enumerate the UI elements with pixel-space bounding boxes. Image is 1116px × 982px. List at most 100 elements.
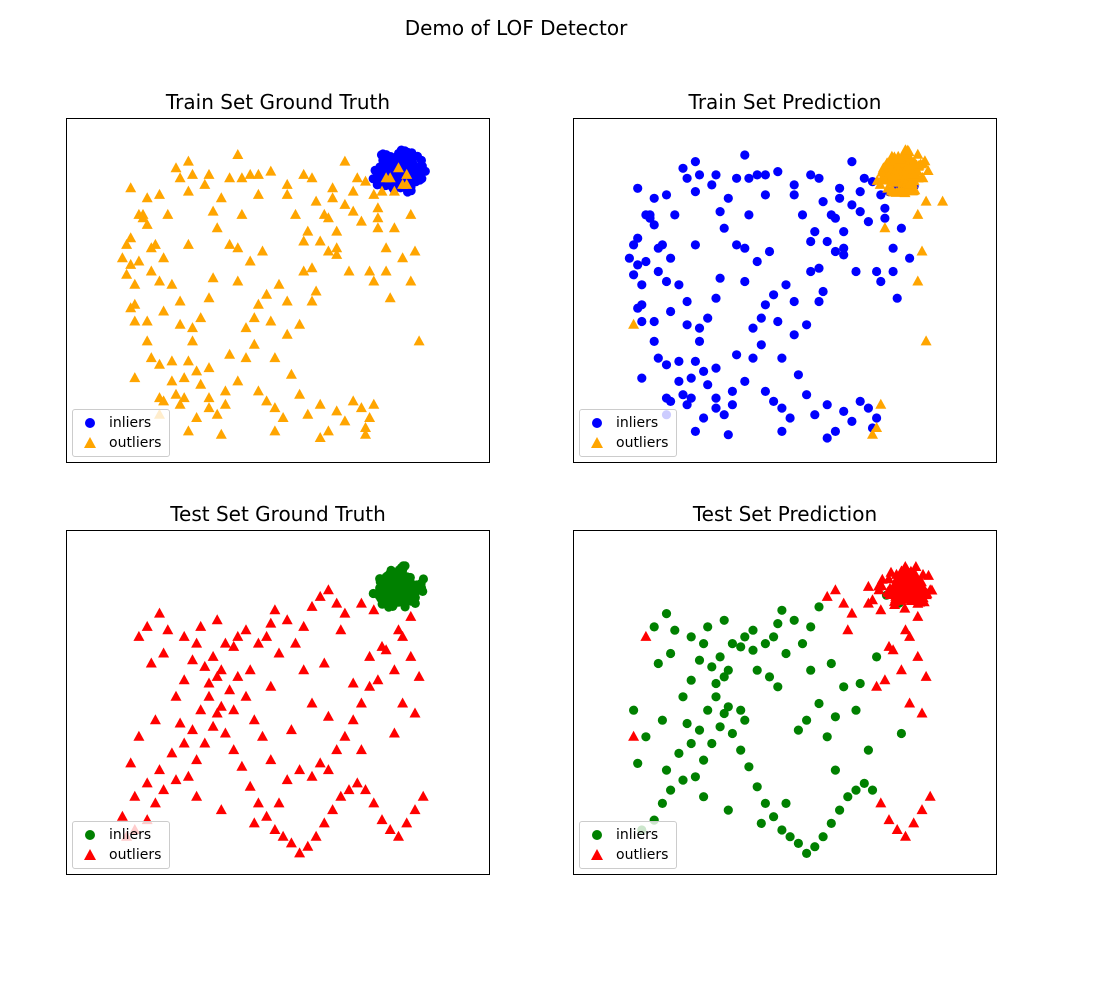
outlier-point xyxy=(187,322,198,333)
circle-marker-icon xyxy=(592,418,602,428)
inlier-point xyxy=(678,775,688,785)
inlier-point xyxy=(399,578,409,588)
panel-train-ground-truth: Train Set Ground Truth inliers outliers xyxy=(66,90,490,463)
outlier-point xyxy=(393,624,404,635)
inlier-point xyxy=(872,413,882,423)
triangle-marker-icon xyxy=(84,849,96,860)
outlier-point xyxy=(244,780,256,791)
outlier-point xyxy=(920,670,932,681)
inlier-point xyxy=(670,210,680,220)
inlier-point xyxy=(748,323,758,333)
inlier-point xyxy=(637,373,647,383)
outlier-point xyxy=(875,797,887,808)
outlier-point xyxy=(331,225,343,236)
circle-marker-icon xyxy=(85,830,95,840)
inlier-point xyxy=(896,223,906,233)
outlier-point xyxy=(252,298,264,309)
outlier-point xyxy=(281,328,293,339)
outlier-point xyxy=(191,790,203,801)
inlier-point xyxy=(760,170,770,180)
outlier-point xyxy=(912,610,924,621)
inlier-point xyxy=(793,725,803,735)
inlier-point xyxy=(690,187,700,197)
inlier-point xyxy=(851,705,861,715)
outlier-point xyxy=(265,617,277,628)
outlier-point xyxy=(355,597,367,608)
outlier-point xyxy=(842,624,854,635)
inlier-point xyxy=(661,190,672,200)
inlier-point xyxy=(744,210,754,220)
outlier-point xyxy=(364,412,376,422)
inlier-point xyxy=(835,805,845,815)
outlier-point xyxy=(347,205,359,216)
outlier-point xyxy=(281,188,293,199)
inlier-point xyxy=(732,350,742,360)
outlier-point xyxy=(355,697,367,708)
outlier-point xyxy=(149,714,161,725)
outlier-point xyxy=(269,824,281,834)
inlier-point xyxy=(690,426,700,436)
outlier-point xyxy=(219,637,231,648)
outlier-point xyxy=(129,315,141,326)
inlier-point xyxy=(892,293,902,303)
outlier-point xyxy=(252,188,264,199)
outlier-point xyxy=(170,162,182,173)
outlier-point xyxy=(360,428,371,439)
outlier-point xyxy=(372,202,384,213)
outlier-point xyxy=(125,757,137,768)
outlier-point xyxy=(347,714,359,725)
inlier-point xyxy=(653,353,663,363)
outlier-point xyxy=(269,425,281,436)
outlier-point xyxy=(351,777,363,788)
outlier-point xyxy=(129,278,141,289)
plot-area xyxy=(66,118,490,463)
inlier-point xyxy=(682,173,692,183)
outlier-point xyxy=(265,754,277,765)
outlier-point xyxy=(883,814,895,825)
outlier-point xyxy=(900,169,912,179)
inlier-point xyxy=(715,273,725,283)
outlier-point xyxy=(322,584,334,595)
outlier-point xyxy=(141,218,153,229)
outlier-point xyxy=(162,208,174,219)
outlier-point xyxy=(154,358,165,369)
inlier-point xyxy=(872,652,882,662)
outlier-point xyxy=(166,278,178,289)
outlier-point xyxy=(327,804,339,815)
inlier-point xyxy=(723,665,733,675)
inlier-point xyxy=(657,715,667,725)
outlier-point xyxy=(838,597,850,608)
inlier-point xyxy=(699,639,709,649)
inlier-point xyxy=(703,380,713,390)
legend-entry-outliers: outliers xyxy=(586,845,668,865)
inlier-point xyxy=(806,622,816,632)
inlier-point xyxy=(690,157,700,167)
inlier-point xyxy=(773,682,783,692)
outlier-point xyxy=(388,664,400,675)
outlier-point xyxy=(182,238,194,249)
outlier-point xyxy=(273,278,285,289)
inlier-point xyxy=(633,260,643,270)
inlier-point xyxy=(802,848,812,858)
inlier-point xyxy=(740,276,750,287)
outlier-point xyxy=(248,817,260,828)
inlier-point xyxy=(789,330,799,340)
outlier-point xyxy=(879,674,891,685)
inlier-point xyxy=(398,563,408,573)
outlier-point xyxy=(339,198,351,209)
outlier-point xyxy=(203,362,215,373)
outlier-point xyxy=(912,148,924,159)
outlier-point xyxy=(876,573,888,584)
inlier-point xyxy=(785,832,795,842)
outlier-point xyxy=(904,697,916,708)
outlier-point xyxy=(339,155,351,166)
outlier-point xyxy=(191,754,203,765)
outlier-point xyxy=(376,185,388,196)
outlier-point xyxy=(166,355,178,366)
legend-label: inliers xyxy=(109,415,152,431)
outlier-point xyxy=(141,777,153,788)
inlier-point xyxy=(682,400,692,410)
inlier-point xyxy=(674,280,684,290)
outlier-point xyxy=(203,690,215,701)
inlier-point xyxy=(707,180,717,190)
